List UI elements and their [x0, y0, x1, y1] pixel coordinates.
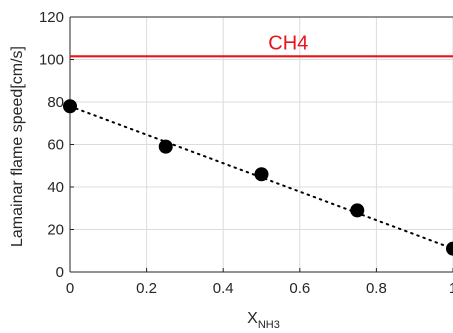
y-tick-label: 20 [47, 222, 64, 239]
x-axis-label-main: X [247, 310, 258, 327]
data-points [63, 99, 453, 256]
reference-lines: CH4 [70, 32, 453, 58]
data-point [254, 167, 269, 182]
data-point [63, 99, 77, 114]
reference-line-label: CH4 [268, 32, 308, 54]
x-tick-label: 0 [66, 280, 74, 297]
y-tick-labels: 0 20 40 60 80 100 120 [39, 9, 64, 281]
data-point [446, 241, 453, 256]
y-tick-label: 80 [47, 94, 64, 111]
y-tick-label: 60 [47, 137, 64, 154]
x-axis-label-subscript: NH3 [258, 319, 280, 331]
plot-frame [69, 16, 453, 273]
x-tick-label: 0.4 [213, 280, 234, 297]
x-tick-label: 1 [449, 280, 453, 297]
x-tick-label: 0.8 [366, 280, 387, 297]
data-point [158, 139, 173, 154]
y-tick-label: 120 [39, 9, 64, 26]
x-tick-label: 0.6 [289, 280, 310, 297]
y-axis-label: Lamainar flame speed[cm/s] [9, 46, 26, 247]
x-axis-label: XNH3 [247, 310, 280, 331]
data-point [350, 203, 365, 218]
y-tick-label: 0 [56, 264, 64, 281]
x-tick-labels: 0 0.2 0.4 0.6 0.8 1 [66, 280, 453, 297]
x-tick-label: 0.2 [136, 280, 157, 297]
y-tick-label: 100 [39, 52, 64, 69]
y-tick-label: 40 [47, 179, 64, 196]
